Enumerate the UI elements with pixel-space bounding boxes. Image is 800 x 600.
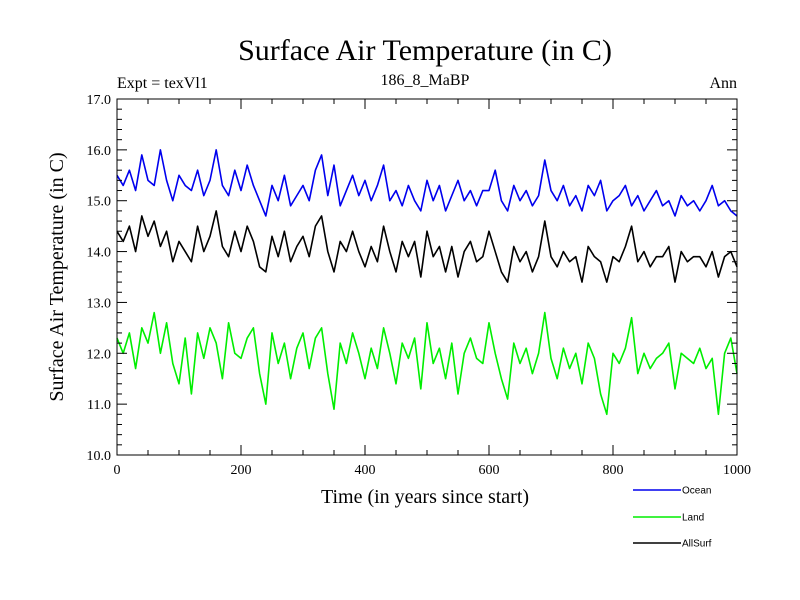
series-line-ocean: [116, 149, 738, 217]
y-tick-label: 14.0: [87, 246, 112, 261]
x-tick-label: 600: [479, 463, 500, 478]
x-tick-label: 200: [231, 463, 252, 478]
chart-subtitle-period: 186_8_MaBP: [381, 72, 470, 89]
tick-layer: [116, 98, 738, 456]
plot-frame: [116, 98, 738, 456]
y-tick-label: 11.0: [87, 398, 111, 413]
y-tick-label: 12.0: [87, 347, 112, 362]
y-tick-label: 15.0: [87, 195, 112, 210]
y-axis-label: Surface Air Temperature (in C): [46, 152, 68, 401]
y-tick-label: 10.0: [87, 449, 112, 464]
x-axis-label: Time (in years since start): [321, 486, 529, 508]
chart-title: Surface Air Temperature (in C): [238, 34, 612, 67]
x-tick-label: 1000: [723, 463, 751, 478]
chart-subtitle-experiment: Expt = texVl1: [117, 75, 208, 92]
chart-subtitle-season: Ann: [709, 75, 737, 92]
y-tick-label: 13.0: [87, 296, 112, 311]
x-tick-label: 800: [603, 463, 624, 478]
legend-label-allsurf: AllSurf: [682, 539, 712, 550]
legend-label-land: Land: [682, 513, 704, 524]
tick-label-layer: 0 200 400 600 800 1000 10.0 11.0 12.0 13.0 14.0 15.…: [87, 93, 752, 478]
legend-label-ocean: Ocean: [682, 486, 711, 497]
x-tick-label: 400: [355, 463, 376, 478]
legend: Ocean Land AllSurf: [633, 486, 712, 550]
x-tick-label: 0: [114, 463, 121, 478]
plot-area: [116, 149, 738, 416]
y-tick-label: 17.0: [87, 93, 112, 108]
series-layer: [116, 149, 738, 416]
series-line-land: [116, 311, 738, 416]
y-tick-label: 16.0: [87, 144, 112, 159]
series-line-allsurf: [116, 210, 738, 283]
